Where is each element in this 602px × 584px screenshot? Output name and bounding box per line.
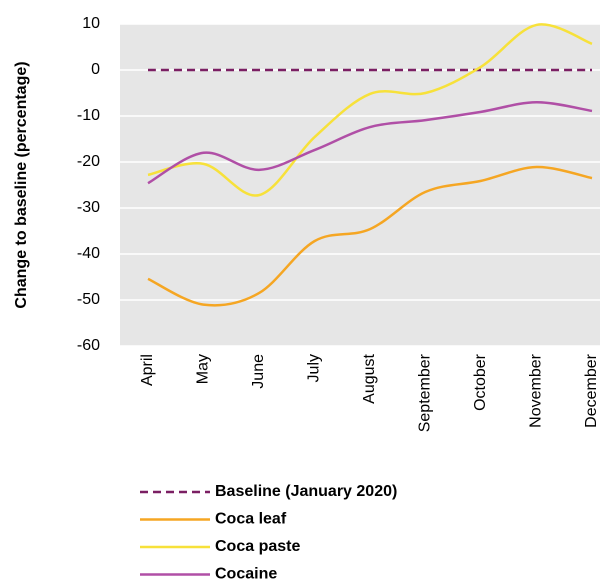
series-line [147, 23, 593, 197]
series-line [147, 165, 593, 307]
plot-area [120, 24, 600, 346]
x-tick-label: October [472, 353, 489, 411]
x-tick-label: July [306, 354, 323, 382]
y-tick-label: -30 [77, 199, 100, 216]
legend-label: Coca leaf [215, 511, 287, 528]
y-tick-label: -60 [77, 337, 100, 354]
legend-label: Cocaine [215, 566, 277, 583]
x-tick-label: May [195, 354, 212, 384]
y-tick-label: 0 [91, 61, 100, 78]
legend-label: Coca paste [215, 538, 300, 555]
x-tick-label: August [361, 353, 378, 403]
x-tick-label: November [528, 353, 545, 427]
legend-label: Baseline (January 2020) [215, 483, 397, 500]
x-tick-label: December [583, 353, 600, 427]
x-tick-label: September [417, 353, 434, 432]
y-tick-label: -20 [77, 153, 100, 170]
x-tick-label: April [139, 354, 156, 386]
y-tick-label: -40 [77, 245, 100, 262]
series-line [147, 100, 593, 185]
x-tick-label: June [250, 354, 267, 389]
y-axis-label: Change to baseline (percentage) [13, 61, 30, 308]
y-tick-label: -50 [77, 291, 100, 308]
y-tick-label: 10 [82, 15, 100, 32]
y-tick-label: -10 [77, 107, 100, 124]
